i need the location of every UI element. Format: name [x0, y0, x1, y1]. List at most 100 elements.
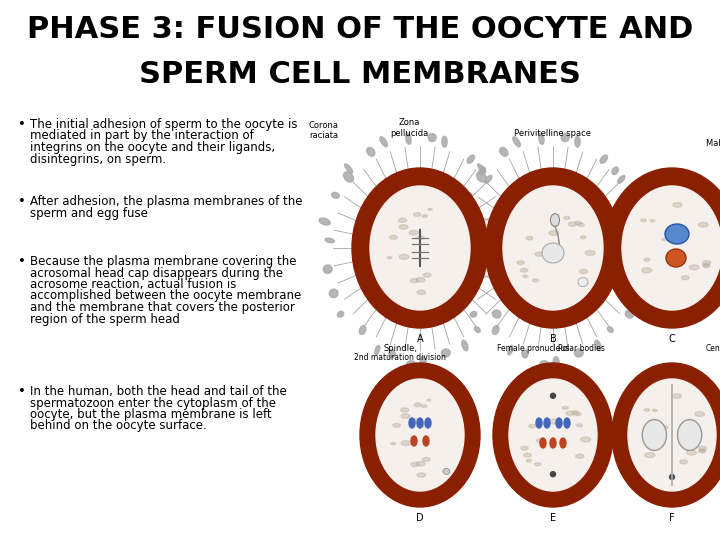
- Ellipse shape: [642, 420, 667, 450]
- Text: D: D: [416, 513, 424, 523]
- Ellipse shape: [551, 393, 556, 399]
- Ellipse shape: [550, 438, 556, 448]
- Ellipse shape: [325, 238, 335, 242]
- Text: 2nd maturation division: 2nd maturation division: [354, 353, 446, 362]
- Ellipse shape: [536, 418, 542, 428]
- Ellipse shape: [665, 224, 689, 244]
- Ellipse shape: [442, 137, 447, 147]
- Ellipse shape: [492, 326, 499, 334]
- Ellipse shape: [575, 137, 580, 147]
- Text: Corona
raciata: Corona raciata: [308, 120, 338, 140]
- Ellipse shape: [523, 275, 528, 278]
- Ellipse shape: [399, 225, 408, 229]
- Ellipse shape: [413, 213, 420, 217]
- Ellipse shape: [521, 447, 528, 450]
- Ellipse shape: [578, 278, 588, 287]
- Ellipse shape: [528, 424, 536, 428]
- Text: Female pronucleus: Female pronucleus: [497, 344, 569, 353]
- Ellipse shape: [360, 363, 480, 507]
- Ellipse shape: [417, 473, 426, 477]
- Text: integrins on the oocyte and their ligands,: integrins on the oocyte and their ligand…: [30, 141, 275, 154]
- Ellipse shape: [700, 449, 705, 451]
- Ellipse shape: [428, 133, 436, 141]
- Text: Spindle,: Spindle,: [383, 344, 417, 353]
- Text: spermatozoon enter the cytoplasm of the: spermatozoon enter the cytoplasm of the: [30, 396, 276, 409]
- Text: sperm and egg fuse: sperm and egg fuse: [30, 206, 148, 219]
- Ellipse shape: [452, 218, 463, 225]
- Ellipse shape: [423, 436, 429, 446]
- Ellipse shape: [652, 409, 657, 411]
- Ellipse shape: [540, 361, 549, 368]
- Text: •: •: [18, 255, 26, 268]
- Ellipse shape: [423, 273, 431, 277]
- Ellipse shape: [345, 164, 353, 173]
- Ellipse shape: [556, 418, 562, 428]
- Ellipse shape: [689, 265, 699, 270]
- Text: disintegrins, on sperm.: disintegrins, on sperm.: [30, 152, 166, 165]
- Ellipse shape: [441, 349, 450, 357]
- Text: Centrosome: Centrosome: [706, 344, 720, 353]
- Ellipse shape: [400, 408, 409, 412]
- Text: and the membrane that covers the posterior: and the membrane that covers the posteri…: [30, 301, 295, 314]
- Ellipse shape: [644, 409, 649, 411]
- Ellipse shape: [407, 361, 415, 368]
- Text: mediated in part by the interaction of: mediated in part by the interaction of: [30, 130, 253, 143]
- Text: •: •: [18, 195, 26, 208]
- Text: B: B: [549, 334, 557, 344]
- Ellipse shape: [551, 472, 556, 477]
- Ellipse shape: [625, 310, 634, 318]
- Ellipse shape: [410, 279, 418, 282]
- Text: Male pronucleus: Male pronucleus: [706, 139, 720, 148]
- Ellipse shape: [417, 290, 426, 294]
- Text: Zona
pellucida: Zona pellucida: [391, 118, 429, 138]
- Ellipse shape: [399, 254, 409, 259]
- Ellipse shape: [577, 223, 585, 226]
- Ellipse shape: [612, 167, 618, 174]
- Ellipse shape: [428, 208, 432, 211]
- Ellipse shape: [370, 186, 470, 310]
- Ellipse shape: [564, 418, 570, 428]
- Ellipse shape: [329, 289, 338, 298]
- Ellipse shape: [411, 462, 419, 467]
- Ellipse shape: [580, 437, 590, 442]
- Ellipse shape: [464, 192, 472, 198]
- Ellipse shape: [647, 444, 653, 447]
- Ellipse shape: [416, 278, 425, 282]
- Ellipse shape: [414, 403, 421, 407]
- Ellipse shape: [618, 176, 625, 183]
- Ellipse shape: [577, 424, 582, 427]
- Text: PHASE 3: FUSION OF THE OOCYTE AND: PHASE 3: FUSION OF THE OOCYTE AND: [27, 15, 693, 44]
- Ellipse shape: [425, 418, 431, 428]
- Ellipse shape: [479, 167, 485, 174]
- Text: Polar bodies: Polar bodies: [557, 344, 604, 353]
- Ellipse shape: [680, 460, 688, 464]
- Ellipse shape: [636, 286, 647, 294]
- Ellipse shape: [399, 218, 407, 222]
- Ellipse shape: [663, 426, 668, 429]
- Ellipse shape: [417, 424, 424, 428]
- Ellipse shape: [672, 394, 682, 399]
- Ellipse shape: [513, 137, 521, 147]
- Ellipse shape: [695, 411, 704, 416]
- Ellipse shape: [462, 340, 468, 351]
- Ellipse shape: [409, 418, 415, 428]
- Ellipse shape: [522, 350, 528, 358]
- Ellipse shape: [642, 268, 652, 273]
- Ellipse shape: [544, 418, 550, 428]
- Ellipse shape: [703, 261, 711, 265]
- Ellipse shape: [560, 438, 566, 448]
- Ellipse shape: [467, 155, 474, 163]
- Ellipse shape: [553, 356, 559, 368]
- Ellipse shape: [508, 346, 513, 355]
- Text: Perivitelline space: Perivitelline space: [515, 129, 592, 138]
- Text: E: E: [550, 513, 556, 523]
- Text: acrosome reaction, actual fusion is: acrosome reaction, actual fusion is: [30, 278, 236, 291]
- Ellipse shape: [566, 411, 575, 416]
- Ellipse shape: [575, 349, 583, 357]
- Ellipse shape: [507, 218, 516, 224]
- Ellipse shape: [526, 237, 533, 240]
- Text: •: •: [18, 118, 26, 131]
- Ellipse shape: [411, 436, 417, 446]
- Ellipse shape: [422, 215, 428, 218]
- Ellipse shape: [646, 238, 653, 245]
